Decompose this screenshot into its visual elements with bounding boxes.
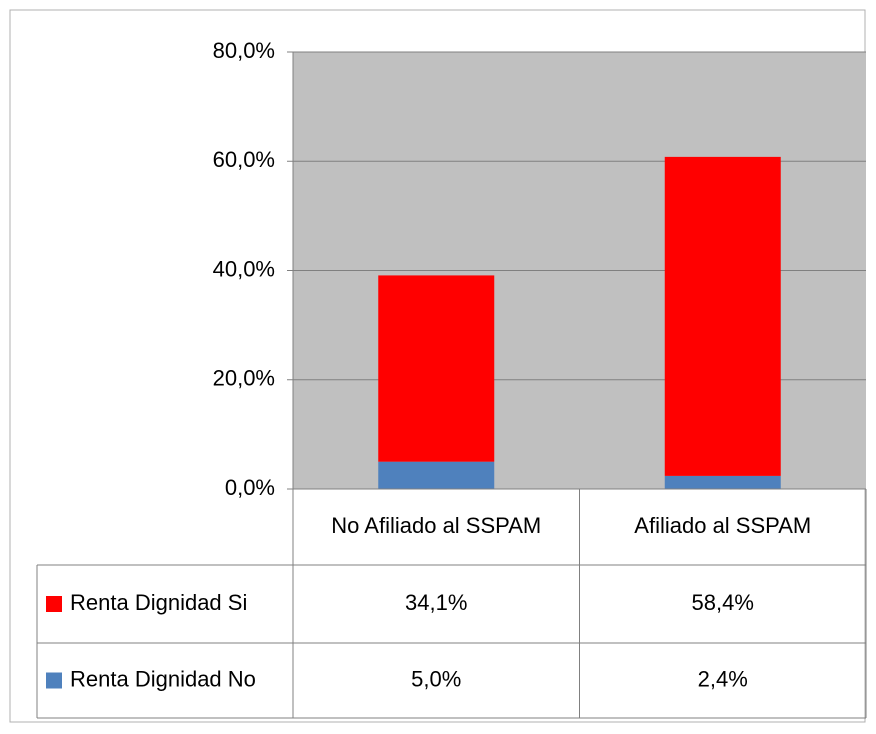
y-tick-label: 80,0%: [213, 38, 275, 63]
legend-label: Renta Dignidad No: [70, 666, 256, 691]
bar-segment: [378, 275, 495, 462]
y-tick-label: 20,0%: [213, 366, 275, 391]
bar-segment: [664, 475, 781, 489]
legend-label: Renta Dignidad Si: [70, 590, 247, 615]
data-label: 5,0%: [411, 666, 461, 691]
bar-segment: [664, 156, 781, 476]
legend-swatch: [46, 672, 62, 689]
data-label: 2,4%: [698, 666, 748, 691]
y-tick-label: 0,0%: [225, 475, 275, 500]
y-tick-label: 60,0%: [213, 147, 275, 172]
bar-segment: [378, 461, 495, 489]
x-tick-label: No Afiliado al SSPAM: [331, 513, 541, 538]
data-label: 34,1%: [405, 590, 467, 615]
legend-swatch: [46, 596, 62, 612]
x-tick-label: Afiliado al SSPAM: [634, 513, 811, 538]
data-label: 58,4%: [692, 590, 754, 615]
y-tick-label: 40,0%: [213, 256, 275, 281]
